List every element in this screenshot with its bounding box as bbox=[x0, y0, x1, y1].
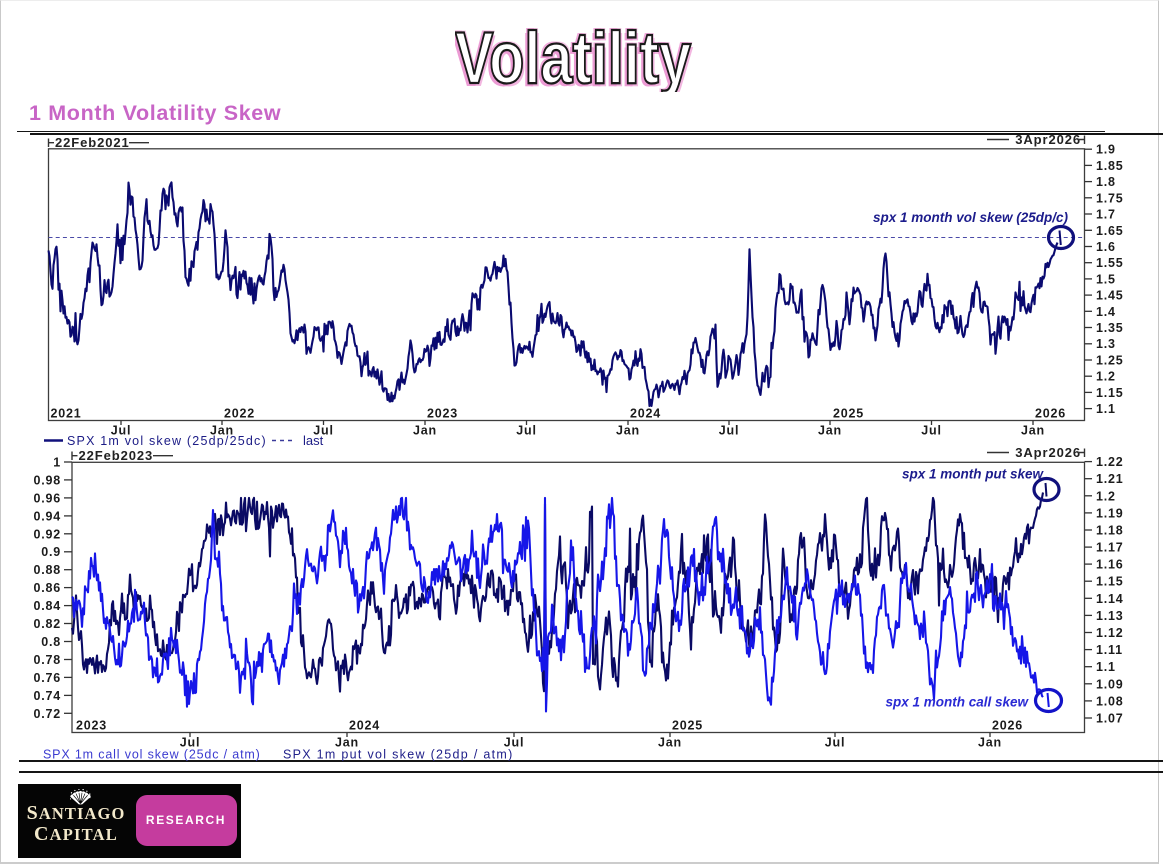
svg-text:Jan: Jan bbox=[1021, 424, 1045, 438]
svg-text:1.21: 1.21 bbox=[1096, 472, 1124, 486]
svg-text:Jul: Jul bbox=[825, 736, 845, 750]
svg-text:1.16: 1.16 bbox=[1096, 558, 1124, 572]
svg-text:Jul: Jul bbox=[719, 424, 739, 438]
svg-text:2026: 2026 bbox=[992, 719, 1023, 733]
svg-text:SPX 1m put vol skew (25dp / at: SPX 1m put vol skew (25dp / atm) bbox=[283, 748, 514, 762]
svg-text:Jan: Jan bbox=[658, 736, 682, 750]
svg-text:Jan: Jan bbox=[413, 424, 437, 438]
svg-text:0.82: 0.82 bbox=[33, 617, 61, 631]
svg-text:1.3: 1.3 bbox=[1096, 337, 1116, 351]
svg-text:1.45: 1.45 bbox=[1096, 289, 1124, 303]
svg-text:1.1: 1.1 bbox=[1096, 660, 1116, 674]
svg-text:1.13: 1.13 bbox=[1096, 609, 1124, 623]
svg-text:spx 1 month call skew: spx 1 month call skew bbox=[885, 695, 1029, 710]
svg-text:1.11: 1.11 bbox=[1096, 643, 1123, 657]
svg-text:1: 1 bbox=[53, 456, 61, 470]
svg-text:0.84: 0.84 bbox=[33, 599, 61, 613]
svg-text:1.17: 1.17 bbox=[1096, 541, 1124, 555]
svg-text:0.88: 0.88 bbox=[33, 563, 61, 577]
svg-text:2026: 2026 bbox=[1035, 407, 1066, 421]
svg-text:0.74: 0.74 bbox=[33, 689, 61, 703]
svg-text:2024: 2024 bbox=[630, 407, 661, 421]
svg-text:1.1: 1.1 bbox=[1096, 402, 1116, 416]
svg-text:2025: 2025 bbox=[672, 719, 703, 733]
svg-text:1.2: 1.2 bbox=[1096, 489, 1116, 503]
svg-text:0.98: 0.98 bbox=[33, 473, 61, 487]
svg-text:1.4: 1.4 bbox=[1096, 305, 1116, 319]
svg-text:0.9: 0.9 bbox=[41, 545, 61, 559]
svg-text:1.15: 1.15 bbox=[1096, 386, 1124, 400]
svg-text:2022: 2022 bbox=[224, 407, 255, 421]
svg-text:1.8: 1.8 bbox=[1096, 175, 1116, 189]
svg-text:Jul: Jul bbox=[516, 424, 536, 438]
svg-text:1.75: 1.75 bbox=[1096, 191, 1124, 205]
svg-text:SPX 1m call vol skew (25dc / a: SPX 1m call vol skew (25dc / atm) bbox=[43, 748, 261, 762]
svg-text:1.6: 1.6 bbox=[1096, 240, 1116, 254]
svg-text:Jul: Jul bbox=[180, 736, 200, 750]
svg-text:1.9: 1.9 bbox=[1096, 143, 1116, 157]
svg-text:last: last bbox=[303, 433, 324, 448]
svg-text:1.7: 1.7 bbox=[1096, 208, 1116, 222]
svg-text:spx 1 month vol skew (25dp/c): spx 1 month vol skew (25dp/c) bbox=[873, 210, 1069, 225]
svg-text:1.09: 1.09 bbox=[1096, 677, 1124, 691]
svg-text:0.76: 0.76 bbox=[33, 671, 61, 685]
svg-text:Jan: Jan bbox=[978, 736, 1002, 750]
svg-text:2021: 2021 bbox=[51, 407, 82, 421]
svg-text:Jan: Jan bbox=[818, 424, 842, 438]
svg-text:0.72: 0.72 bbox=[33, 707, 61, 721]
svg-text:0.86: 0.86 bbox=[33, 581, 61, 595]
svg-text:0.92: 0.92 bbox=[33, 527, 61, 541]
svg-text:2025: 2025 bbox=[833, 407, 864, 421]
svg-text:Jan: Jan bbox=[210, 424, 234, 438]
svg-text:2023: 2023 bbox=[76, 719, 107, 733]
svg-text:22Feb2023: 22Feb2023 bbox=[79, 448, 154, 463]
svg-text:2023: 2023 bbox=[427, 407, 458, 421]
svg-text:0.78: 0.78 bbox=[33, 653, 61, 667]
svg-text:spx 1 month put skew: spx 1 month put skew bbox=[902, 467, 1045, 482]
svg-text:1.18: 1.18 bbox=[1096, 524, 1124, 538]
svg-text:1.35: 1.35 bbox=[1096, 321, 1124, 335]
svg-text:Jan: Jan bbox=[335, 736, 359, 750]
svg-text:Jul: Jul bbox=[111, 424, 131, 438]
svg-text:Jan: Jan bbox=[616, 424, 640, 438]
svg-text:0.8: 0.8 bbox=[41, 635, 61, 649]
svg-text:2024: 2024 bbox=[349, 719, 380, 733]
svg-text:1.12: 1.12 bbox=[1096, 626, 1124, 640]
svg-text:1.22: 1.22 bbox=[1096, 455, 1124, 469]
svg-text:1.5: 1.5 bbox=[1096, 272, 1116, 286]
svg-text:1.25: 1.25 bbox=[1096, 354, 1124, 368]
svg-text:1.15: 1.15 bbox=[1096, 575, 1124, 589]
svg-text:3Apr2026: 3Apr2026 bbox=[1015, 445, 1081, 460]
svg-text:22Feb2021: 22Feb2021 bbox=[55, 135, 130, 150]
svg-text:1.08: 1.08 bbox=[1096, 694, 1124, 708]
svg-text:Jul: Jul bbox=[313, 424, 333, 438]
svg-text:Jul: Jul bbox=[921, 424, 941, 438]
svg-text:3Apr2026: 3Apr2026 bbox=[1015, 132, 1081, 147]
svg-text:0.94: 0.94 bbox=[33, 509, 61, 523]
svg-text:1.85: 1.85 bbox=[1096, 159, 1124, 173]
svg-text:1.07: 1.07 bbox=[1096, 712, 1124, 726]
svg-text:1.65: 1.65 bbox=[1096, 224, 1124, 238]
svg-text:SPX 1m vol skew (25dp/25dc): SPX 1m vol skew (25dp/25dc) bbox=[67, 434, 267, 448]
svg-text:1.14: 1.14 bbox=[1096, 592, 1124, 606]
svg-text:Jul: Jul bbox=[504, 736, 524, 750]
svg-text:1.19: 1.19 bbox=[1096, 506, 1124, 520]
svg-text:0.96: 0.96 bbox=[33, 491, 61, 505]
svg-text:1.2: 1.2 bbox=[1096, 370, 1116, 384]
svg-text:1.55: 1.55 bbox=[1096, 256, 1124, 270]
